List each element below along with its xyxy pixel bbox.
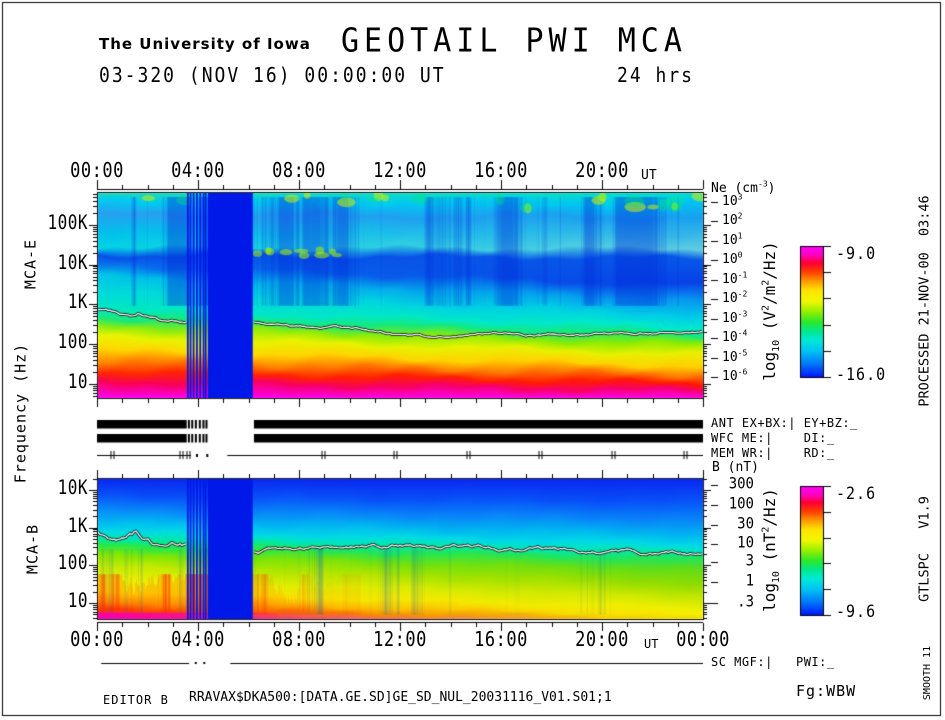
editor-label: EDITOR B — [103, 693, 169, 707]
b-tick-label: .3 — [737, 592, 754, 612]
plot-title: GEOTAIL PWI MCA — [341, 21, 687, 61]
time-tick-label: 12:00 — [373, 627, 427, 653]
freq-tick-label: 1K — [67, 290, 88, 314]
status-ant-label: ANT EX+BX:| EY+BZ:_ — [711, 416, 858, 430]
ne-tick-label: 103 — [722, 192, 743, 209]
ne-tick-label: 101 — [722, 231, 743, 248]
status-wfc-label: WFC ME:| DI:_ — [711, 431, 835, 445]
b-tick-label: 30 — [737, 514, 754, 533]
frequency-axis-label: Frequency (Hz) — [11, 342, 30, 484]
ne-tick-label: 102 — [722, 212, 743, 229]
time-tick-label: 04:00 — [171, 158, 225, 184]
time-tick-label: 08:00 — [272, 627, 326, 653]
data-file-label: RRAVAX$DKA500:[DATA.GE.SD]GE_SD_NUL_2003… — [189, 690, 612, 705]
org-label: The University of Iowa — [99, 35, 311, 53]
time-tick-label: 20:00 — [575, 158, 629, 184]
ne-tick-label: 100 — [722, 251, 743, 268]
time-tick-label: 08:00 — [272, 158, 326, 184]
freq-tick-label: 100K — [47, 210, 88, 234]
colorbar-b-title: log10 (nT2/Hz) — [760, 488, 783, 612]
date-line: 03-320 (NOV 16) 00:00:00 UT — [99, 63, 446, 88]
time-tick-label: 00:00 — [70, 158, 124, 184]
spectrogram-mca-e — [98, 193, 703, 398]
b-tick-label: 10 — [737, 533, 754, 552]
colorbar-e-max-label: -9.0 — [836, 242, 877, 264]
ne-scale-title: Ne (cm-3) — [711, 179, 776, 196]
colorbar-e-min-label: -16.0 — [836, 363, 887, 385]
b-tick-label: 300 — [728, 474, 754, 494]
freq-tick-label: 100 — [57, 330, 88, 354]
status-mem-label: MEM WR:| RD:_ — [711, 446, 835, 460]
b-tick-label: 3 — [745, 552, 754, 571]
freq-tick-label: 10 — [67, 588, 88, 613]
b-tick-label: 1 — [745, 571, 754, 591]
time-tick-label: 12:00 — [373, 158, 427, 184]
bottom-ut-label: UT — [644, 637, 659, 651]
freq-tick-label: 100 — [57, 551, 88, 575]
colorbar-e-title: log10 (V2/m2/Hz) — [760, 241, 783, 381]
ne-tick-label: 10-5 — [722, 348, 748, 365]
time-tick-label: 04:00 — [171, 627, 225, 653]
colorbar-b-min-label: -9.6 — [836, 600, 877, 622]
time-tick-label: 16:00 — [474, 627, 528, 653]
freq-tick-label: 10K — [57, 250, 88, 274]
ne-tick-label: 10-4 — [722, 328, 748, 346]
time-tick-label: 00:00 — [70, 627, 124, 653]
time-tick-label: 16:00 — [474, 158, 528, 184]
processed-note: PROCESSED 21-NOV-00 03:46 — [916, 195, 933, 407]
ne-tick-label: 10-2 — [722, 289, 748, 307]
top-ut-label: UT — [641, 168, 657, 183]
freq-tick-label: 10 — [67, 369, 88, 394]
ne-tick-label: 10-3 — [722, 309, 748, 326]
smooth-note: SMOOTH 11 — [922, 645, 933, 701]
time-tick-label: 20:00 — [575, 627, 629, 653]
ne-tick-label: 10-6 — [722, 367, 748, 385]
colorbar-b-max-label: -2.6 — [836, 482, 877, 504]
freq-tick-label: 1K — [67, 513, 88, 537]
spectrogram-mca-b — [98, 479, 703, 619]
ne-tick-label: 10-1 — [722, 270, 748, 287]
freq-tick-label: 10K — [57, 475, 88, 499]
time-tick-label: 00:00 — [676, 627, 730, 653]
status-mgf-label: SC MGF:| PWI:_ — [711, 655, 835, 669]
b-tick-label: 100 — [728, 494, 754, 513]
fg-label: Fg:WBW — [796, 682, 857, 700]
b-scale-title: B (nT) — [712, 460, 759, 475]
program-version-note: GTLSPC V1.9 — [916, 496, 933, 602]
duration-label: 24 hrs — [617, 63, 695, 88]
